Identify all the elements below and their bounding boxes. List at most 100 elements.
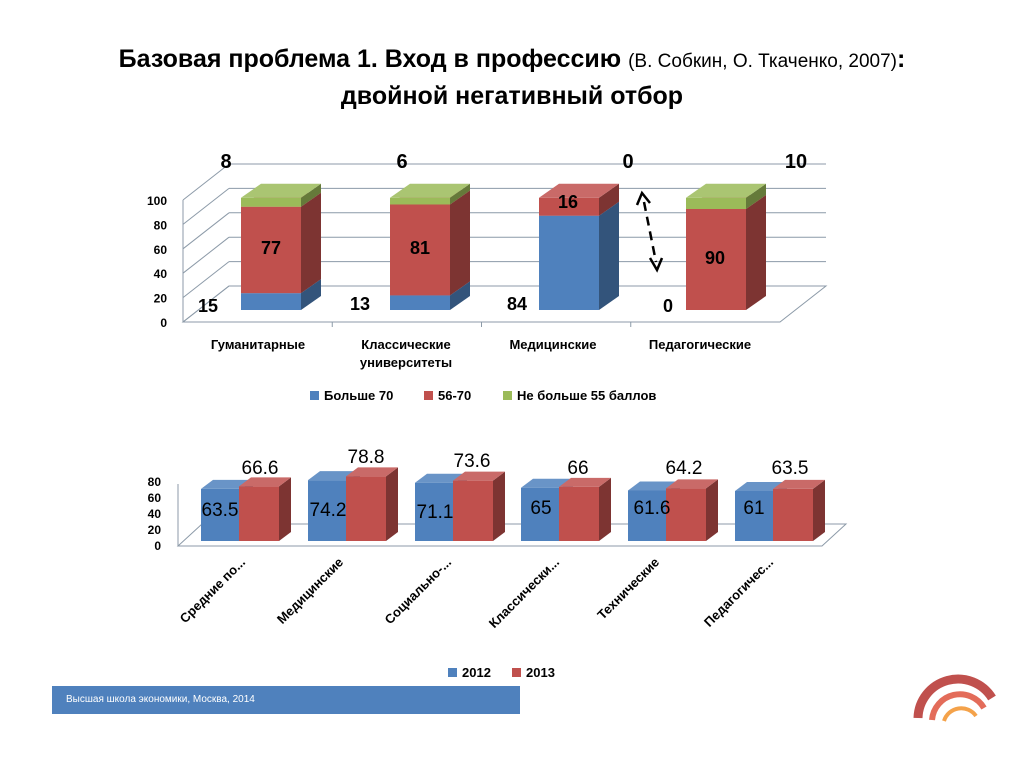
- dashed-arrow-head: [648, 257, 664, 273]
- bar-2013-front: [666, 488, 706, 541]
- data-label-green: 10: [785, 151, 807, 173]
- bar-blue-side: [450, 281, 470, 310]
- bar-red: [241, 192, 321, 294]
- chart1-grid-diag: [182, 163, 230, 201]
- bar-red-side: [301, 192, 321, 294]
- data-label-2013: 73.6: [454, 451, 491, 472]
- title-line2: двойной негативный отбор: [340, 82, 684, 110]
- bar-2013-side: [599, 477, 611, 541]
- data-label-green: 6: [396, 151, 407, 173]
- bar-blue-side: [301, 279, 321, 310]
- bar-red-side: [746, 194, 766, 310]
- chart1-y-tick-label: 60: [154, 243, 168, 257]
- footer-text: Высшая школа экономики, Москва, 2014: [66, 694, 255, 705]
- chart1-grid-diag: [182, 261, 230, 298]
- legend-swatch: [310, 391, 319, 400]
- chart1-category-label: Педагогические: [649, 337, 751, 352]
- dashed-arrow: [635, 190, 664, 273]
- bar-red-front: [390, 204, 450, 296]
- bar-2012-front: [735, 490, 775, 541]
- title-source: (В. Собкин, О. Ткаченко, 2007): [628, 51, 898, 72]
- data-label-2013: 78.8: [348, 447, 385, 468]
- bar-red-front: [539, 197, 599, 216]
- chart2-floor: [176, 523, 848, 547]
- data-label-2013: 64.2: [666, 458, 703, 479]
- chart2-category-label: Медицинские: [274, 555, 346, 627]
- chart2-category-label: Технические: [594, 555, 662, 623]
- title-colon: :: [897, 45, 906, 73]
- dashed-arrow-head: [635, 190, 651, 206]
- data-label-2013: 66.6: [242, 458, 279, 479]
- bar-2013-top: [666, 479, 718, 489]
- bar-2013-side: [493, 471, 505, 541]
- bar-green-front: [686, 197, 746, 209]
- data-label-2012: 74.2: [310, 500, 347, 521]
- data-label-blue: 84: [507, 294, 527, 314]
- data-label-blue: 15: [198, 296, 218, 316]
- bar-2013-top: [453, 471, 505, 481]
- chart2-category-label: Классически...: [486, 555, 562, 631]
- data-label-red: 16: [558, 192, 578, 212]
- bar-2013-top: [773, 479, 825, 489]
- bar-green: [390, 183, 470, 205]
- bar-2012-front: [201, 488, 241, 541]
- chart1-grid-diag: [182, 236, 230, 274]
- bar-2013-top: [346, 467, 398, 477]
- bar-2013-side: [279, 477, 291, 541]
- data-label-2013: 66: [567, 458, 588, 479]
- bar-blue-front: [241, 293, 301, 310]
- legend-label: 56-70: [438, 388, 471, 403]
- bar-2012-front: [308, 480, 348, 541]
- bar-2013-front: [773, 488, 813, 541]
- bar-blue-front: [390, 295, 450, 310]
- chart1-category-label: университеты: [360, 355, 452, 370]
- bar-red-side: [599, 183, 619, 216]
- bar-green-side: [746, 183, 766, 209]
- chart1-y-tick-label: 0: [160, 316, 167, 330]
- legend-label: Не больше 55 баллов: [517, 388, 656, 403]
- chart1-category-label: Гуманитарные: [211, 337, 305, 352]
- chart2-y-tick-label: 60: [148, 491, 162, 505]
- bar-red: [539, 183, 619, 216]
- bar-green-top: [390, 183, 470, 198]
- data-label-red: 81: [410, 238, 430, 258]
- chart1-y-tick-label: 20: [154, 292, 168, 306]
- data-label-blue: 0: [663, 296, 673, 316]
- bar-blue: [539, 201, 619, 310]
- bar-2013-side: [386, 467, 398, 541]
- bar-2013: [773, 479, 825, 541]
- bar-green-side: [301, 183, 321, 207]
- bar-2012-front: [521, 487, 561, 541]
- data-label-2012: 65: [530, 498, 551, 519]
- data-label-2012: 61: [743, 498, 764, 519]
- data-label-2012: 61.6: [634, 498, 671, 519]
- bar-2012-top: [521, 478, 573, 488]
- chart1-y-tick-label: 40: [154, 267, 168, 281]
- bar-green-top: [686, 183, 766, 198]
- bar-red-front: [241, 206, 301, 294]
- data-label-green: 0: [622, 151, 633, 173]
- chart1-floor: [181, 285, 828, 323]
- chart1-y-tick-label: 100: [147, 194, 167, 208]
- bar-2013: [666, 479, 718, 541]
- legend-swatch: [448, 668, 457, 677]
- chart1-grid-diag: [182, 188, 230, 225]
- chart1-y-tick-label: 80: [154, 218, 168, 232]
- chart2-y-tick-label: 80: [148, 475, 162, 489]
- bar-2013: [239, 477, 291, 541]
- bar-2013: [453, 471, 505, 541]
- bar-green-front: [241, 197, 301, 207]
- institute-logo: [913, 674, 996, 722]
- bar-2013-top: [559, 477, 611, 487]
- data-label-2012: 63.5: [202, 500, 239, 521]
- bar-2012-front: [415, 482, 455, 541]
- chart1-grid-diag: [182, 212, 230, 250]
- bar-2013: [559, 477, 611, 541]
- data-label-red: 77: [261, 238, 281, 258]
- legend-swatch: [424, 391, 433, 400]
- chart2-category-label: Социально-...: [381, 555, 454, 628]
- chart1-category-label: Классические: [361, 337, 450, 352]
- data-label-2012: 71.1: [417, 502, 454, 523]
